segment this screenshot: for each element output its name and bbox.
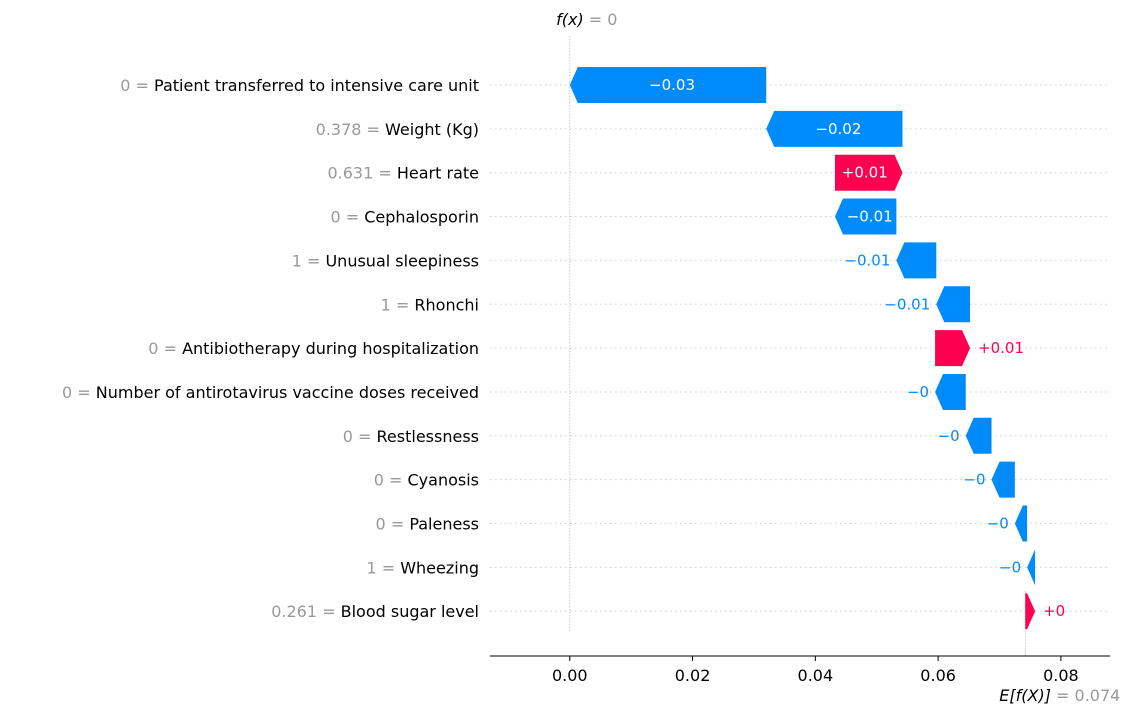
feature-label: 0 = Cephalosporin: [330, 208, 479, 227]
bar-value-label: +0.01: [842, 164, 888, 182]
reference-lines: [569, 36, 1026, 656]
feature-label: 0 = Restlessness: [343, 427, 479, 446]
feature-label: 0 = Paleness: [376, 515, 479, 534]
bar-value-label: −0.01: [884, 295, 930, 313]
feature-value: 0.378 =: [316, 120, 385, 139]
contribution-bar: [896, 242, 937, 279]
feature-labels: 0 = Patient transferred to intensive car…: [62, 76, 479, 621]
contribution-bar: [834, 198, 897, 235]
bar-value-label: −0.02: [815, 120, 861, 138]
contribution-bar: [1027, 549, 1036, 586]
fx-annotation: f(x) = 0: [556, 10, 617, 29]
x-tick-label: 0.02: [675, 666, 711, 685]
feature-label: 0.261 = Blood sugar level: [271, 602, 479, 621]
x-axis: 0.00 0.02 0.04 0.06 0.08: [490, 655, 1110, 685]
feature-label: 1 = Rhonchi: [381, 295, 479, 314]
feature-name: Rhonchi: [414, 295, 479, 314]
feature-label: 1 = Wheezing: [366, 558, 479, 577]
feature-value: 1 =: [366, 558, 400, 577]
contribution-bar: [936, 286, 971, 323]
feature-value: 0 =: [62, 383, 96, 402]
bar-value-label: −0: [963, 471, 985, 489]
feature-label: 0 = Number of antirotavirus vaccine dose…: [62, 383, 479, 402]
feature-name: Cyanosis: [408, 471, 480, 490]
feature-name: Cephalosporin: [364, 208, 479, 227]
bar-value-label: −0: [999, 558, 1021, 576]
feature-label: 0.631 = Heart rate: [327, 164, 479, 183]
fx-value: = 0: [584, 10, 618, 29]
feature-name: Unusual sleepiness: [325, 251, 479, 270]
feature-label: 0 = Cyanosis: [374, 471, 479, 490]
feature-name: Weight (Kg): [385, 120, 479, 139]
feature-value: 1 =: [381, 295, 415, 314]
bar-value-label: −0.01: [844, 251, 890, 269]
contribution-bar: [834, 154, 903, 191]
feature-value: 0.261 =: [271, 602, 340, 621]
x-tick-label: 0.08: [1043, 666, 1079, 685]
feature-name: Heart rate: [397, 164, 479, 183]
expected-value-value: = 0.074: [1051, 686, 1120, 705]
contribution-bar: [935, 373, 966, 410]
contribution-bar: [965, 417, 992, 454]
feature-label: 0 = Patient transferred to intensive car…: [120, 76, 479, 95]
bar-value-label: −0.03: [649, 76, 695, 94]
bar-value-label: −0: [907, 383, 929, 401]
contribution-bar: [935, 330, 971, 367]
contribution-bar: [991, 461, 1015, 498]
x-tick-label: 0.00: [552, 666, 588, 685]
feature-value: 0 =: [120, 76, 154, 95]
feature-name: Number of antirotavirus vaccine doses re…: [96, 383, 479, 402]
feature-value: 0 =: [343, 427, 377, 446]
contribution-bar: [766, 110, 903, 147]
x-tick-label: 0.04: [798, 666, 834, 685]
feature-label: 0.378 = Weight (Kg): [316, 120, 479, 139]
bar-value-label: −0.01: [847, 208, 893, 226]
expected-value-label: E[f(X)]: [999, 686, 1051, 705]
bar-value-label: −0: [938, 427, 960, 445]
feature-value: 1 =: [292, 251, 326, 270]
feature-value: 0 =: [374, 471, 408, 490]
bar-value-label: +0.01: [978, 339, 1024, 357]
feature-name: Restlessness: [377, 427, 479, 446]
contribution-bar: [1025, 593, 1036, 630]
expected-value-annotation: E[f(X)] = 0.074: [999, 686, 1120, 705]
feature-name: Wheezing: [400, 558, 479, 577]
bar-value-label: −0: [987, 515, 1009, 533]
contribution-bar: [1014, 505, 1028, 542]
feature-name: Antibiotherapy during hospitalization: [182, 339, 479, 358]
feature-value: 0 =: [148, 339, 182, 358]
feature-name: Paleness: [409, 515, 479, 534]
contribution-bars: −0.03 −0.02 +0.01 −0.01 −0.01 −0.01 +0.01 −0 −0 −…: [569, 67, 1065, 630]
feature-name: Patient transferred to intensive care un…: [154, 76, 479, 95]
fx-label: f(x): [556, 10, 584, 29]
feature-value: 0 =: [376, 515, 410, 534]
feature-value: 0.631 =: [327, 164, 396, 183]
feature-value: 0 =: [330, 208, 364, 227]
x-tick-label: 0.06: [920, 666, 956, 685]
feature-label: 0 = Antibiotherapy during hospitalizatio…: [148, 339, 479, 358]
value-annotations: f(x) = 0 E[f(X)] = 0.074: [556, 10, 1120, 705]
contribution-bar: [569, 67, 767, 103]
bar-value-label: +0: [1043, 602, 1065, 620]
feature-label: 1 = Unusual sleepiness: [292, 251, 479, 270]
feature-name: Blood sugar level: [341, 602, 479, 621]
